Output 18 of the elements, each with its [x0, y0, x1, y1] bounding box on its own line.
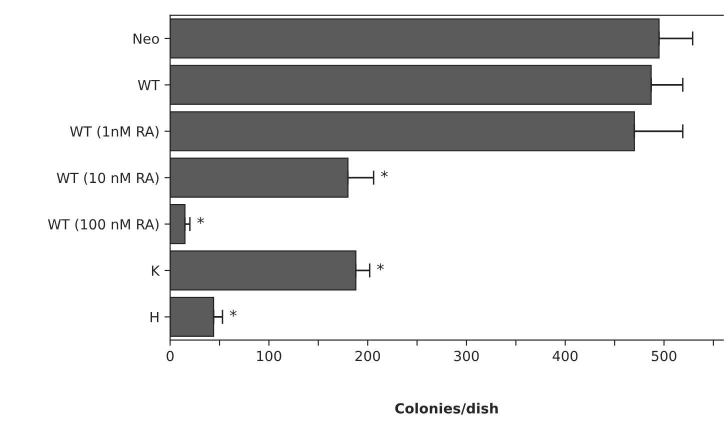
y-tick-label: WT (10 nM RA): [56, 172, 159, 185]
x-tick-label: 100: [257, 350, 282, 362]
y-tick-label: Neo: [134, 34, 159, 44]
annotation: *: [230, 310, 237, 317]
x-tick-label: 300: [454, 350, 479, 362]
y-tick-label: K: [152, 266, 160, 276]
y-tick-label: WT: [138, 80, 160, 90]
x-tick-label: 0: [166, 350, 174, 362]
y-tick-label: H: [150, 312, 158, 322]
y-tick-label: WT (1nM RA): [70, 126, 159, 138]
x-axis-title: Colonies/dish: [395, 402, 498, 415]
annotation: *: [381, 170, 388, 178]
annotation: *: [197, 216, 204, 224]
x-tick-label: 200: [355, 350, 380, 362]
annotation: *: [377, 263, 384, 270]
x-tick-label: 400: [552, 350, 578, 362]
x-tick-label: 500: [652, 350, 676, 362]
y-tick-label: WT (100 nM RA): [48, 218, 159, 232]
